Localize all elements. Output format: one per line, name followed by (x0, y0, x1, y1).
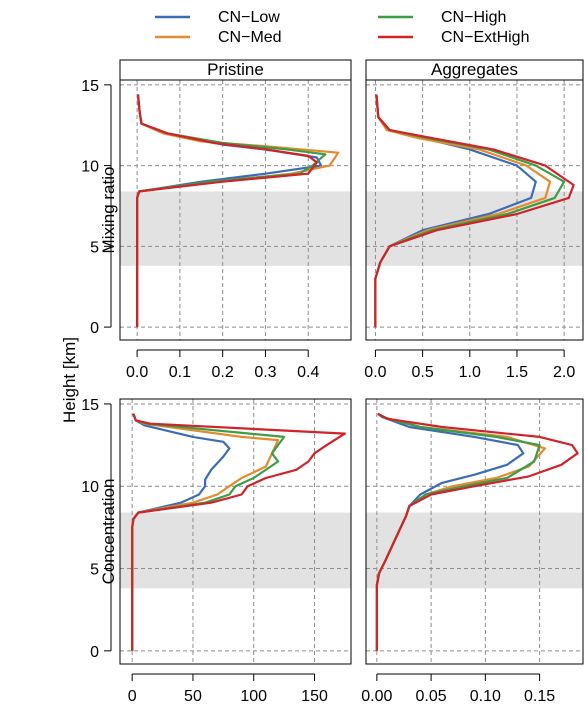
y-tick-label: 0 (90, 644, 99, 661)
y-axis-label: Height [km] (60, 337, 79, 423)
x-tick-label: 0.4 (297, 364, 319, 381)
legend-label: CN−Low (218, 9, 280, 26)
x-tick-label: 0.0 (126, 364, 148, 381)
x-tick-label: 0.1 (169, 364, 191, 381)
x-tick-label: 0.0 (364, 364, 386, 381)
x-tick-label: 0.5 (411, 364, 433, 381)
shaded-layer (366, 512, 583, 589)
series-line-3 (374, 94, 575, 328)
y-tick-label: 15 (81, 397, 99, 414)
series-line-3 (131, 413, 346, 651)
panel-border (365, 398, 584, 665)
panel-concentration-pristine: 0 50 100 150 0 5 10 15 Concentration (81, 397, 352, 705)
legend-label: CN−ExtHigh (441, 29, 529, 46)
x-tick-label: 2.0 (553, 364, 575, 381)
strip-box (119, 59, 352, 81)
strip-box (365, 59, 584, 81)
x-tick-label: 1.0 (459, 364, 481, 381)
strip-titles: Pristine Aggregates (119, 59, 584, 81)
column-title: Aggregates (431, 60, 518, 79)
x-tick-label: 0 (128, 688, 137, 705)
x-tick-label: 0.00 (361, 688, 392, 705)
y-tick-label: 10 (81, 159, 99, 176)
legend: CN−Low CN−High CN−Med CN−ExtHigh (155, 9, 529, 46)
panel-border (119, 398, 352, 665)
shaded-layer (120, 191, 351, 266)
panel-mixing-ratio-pristine: 0.0 0.1 0.2 0.3 0.4 0 5 10 15 Mixing ratio (81, 78, 352, 381)
x-tick-label: 100 (240, 688, 267, 705)
x-tick-label: 0.05 (416, 688, 447, 705)
panels: 0.0 0.1 0.2 0.3 0.4 0 5 10 15 Mixing ratio 0.0 0.5 1… (81, 78, 584, 705)
y-tick-label: 0 (90, 320, 99, 337)
legend-label: CN−Med (218, 29, 282, 46)
panel-mixing-ratio-aggregates: 0.0 0.5 1.0 1.5 2.0 (364, 79, 584, 381)
y-tick-label: 10 (81, 479, 99, 496)
x-tick-label: 0.10 (470, 688, 501, 705)
series-line-3 (375, 412, 579, 651)
y-tick-label: 5 (90, 562, 99, 579)
series-line-3 (136, 94, 318, 328)
x-tick-label: 0.15 (524, 688, 555, 705)
x-tick-label: 50 (184, 688, 202, 705)
panel-concentration-aggregates: 0.00 0.05 0.10 0.15 (361, 398, 584, 705)
row-title: Mixing ratio (99, 167, 118, 254)
column-title: Pristine (207, 60, 264, 79)
y-tick-label: 5 (90, 239, 99, 256)
x-tick-label: 0.2 (212, 364, 234, 381)
x-tick-label: 150 (301, 688, 328, 705)
legend-label: CN−High (441, 9, 506, 26)
x-tick-label: 1.5 (506, 364, 528, 381)
y-tick-label: 15 (81, 78, 99, 95)
x-tick-label: 0.3 (254, 364, 276, 381)
shaded-layer (120, 512, 351, 589)
row-title: Concentration (99, 479, 118, 585)
